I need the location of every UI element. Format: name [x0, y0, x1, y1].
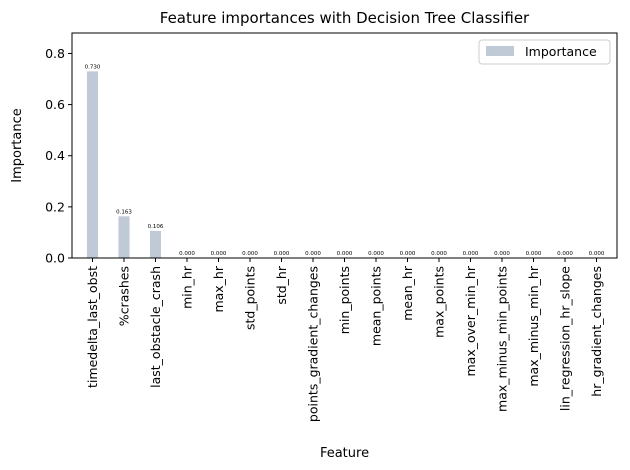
bar-value-label-3: 0.000 — [179, 251, 195, 257]
y-tick-label-4: 0.8 — [45, 46, 65, 61]
chart-title: Feature importances with Decision Tree C… — [160, 9, 530, 27]
legend-swatch — [486, 46, 514, 56]
bar-2 — [149, 230, 161, 258]
bar-1 — [118, 216, 130, 258]
y-tick-label-1: 0.2 — [45, 199, 65, 214]
y-axis-label: Importance — [10, 108, 25, 183]
legend-entry-importance: Importance — [525, 44, 597, 59]
bar-value-label-13: 0.000 — [494, 251, 510, 257]
bar-value-label-12: 0.000 — [463, 251, 479, 257]
bar-value-label-11: 0.000 — [431, 251, 447, 257]
bar-value-label-16: 0.000 — [589, 251, 605, 257]
bar-value-label-15: 0.000 — [557, 251, 573, 257]
x-tick-label-6: std_hr — [274, 265, 289, 305]
x-tick-label-10: mean_hr — [400, 265, 415, 321]
bar-value-label-5: 0.000 — [242, 251, 258, 257]
bar-value-label-2: 0.106 — [148, 224, 164, 230]
bar-value-label-1: 0.163 — [116, 209, 132, 215]
x-tick-label-3: min_hr — [179, 265, 194, 309]
x-tick-label-5: std_points — [242, 266, 257, 330]
y-tick-label-2: 0.4 — [45, 148, 65, 163]
x-axis-ticks: timedelta_last_obst %crashes last_obstacle… — [85, 258, 604, 422]
x-tick-label-4: max_hr — [211, 265, 226, 312]
bar-value-label-9: 0.000 — [368, 251, 384, 257]
y-tick-label-0: 0.0 — [45, 251, 65, 266]
plot-frame — [71, 32, 618, 259]
x-tick-label-13: max_minus_min_points — [495, 266, 510, 412]
bar-value-label-10: 0.000 — [400, 251, 416, 257]
x-tick-label-12: max_over_min_hr — [463, 265, 478, 376]
bar-value-label-0: 0.730 — [85, 64, 101, 70]
x-tick-label-14: max_minus_min_hr — [526, 265, 541, 386]
x-tick-label-16: hr_gradient_changes — [589, 266, 604, 397]
x-tick-label-1: %crashes — [116, 266, 131, 326]
x-tick-label-2: last_obstacle_crash — [148, 266, 163, 388]
x-tick-label-9: mean_points — [369, 266, 384, 346]
x-tick-label-8: min_points — [337, 266, 352, 334]
legend: Importance — [478, 39, 611, 65]
bars-group — [86, 71, 161, 259]
bar-value-label-7: 0.000 — [305, 251, 321, 257]
x-tick-label-0: timedelta_last_obst — [85, 266, 100, 388]
bar-0 — [86, 71, 98, 259]
x-tick-label-15: lin_regression_hr_slope — [558, 266, 573, 411]
y-tick-label-3: 0.6 — [45, 97, 65, 112]
bar-value-label-4: 0.000 — [211, 251, 227, 257]
y-axis-ticks: 0.0 0.2 0.4 0.6 0.8 — [45, 46, 72, 266]
bar-value-label-8: 0.000 — [337, 251, 353, 257]
bar-value-label-6: 0.000 — [274, 251, 290, 257]
x-tick-label-7: points_gradient_changes — [305, 266, 320, 422]
bar-value-labels: 0.730 0.163 0.106 0.000 0.000 0.000 0.000 0.000… — [85, 64, 605, 257]
x-tick-label-11: max_points — [432, 266, 447, 338]
bar-value-label-14: 0.000 — [526, 251, 542, 257]
x-axis-label: Feature — [320, 446, 369, 461]
